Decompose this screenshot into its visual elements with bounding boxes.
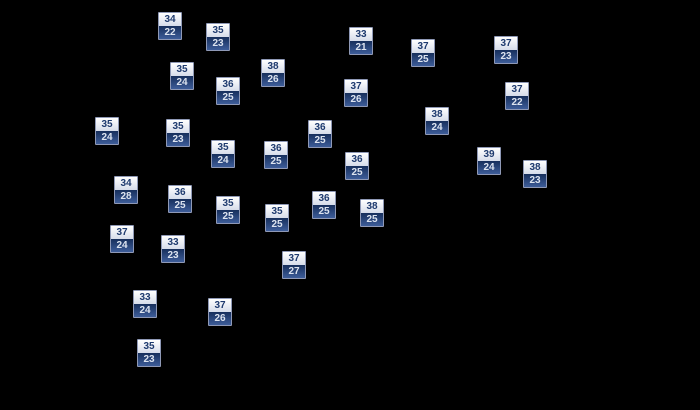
- temperature-station-label[interactable]: 33 23: [161, 235, 185, 263]
- low-temperature-value: 23: [138, 353, 160, 366]
- temperature-station-label[interactable]: 38 23: [523, 160, 547, 188]
- temperature-station-label[interactable]: 35 23: [166, 119, 190, 147]
- temperature-station-label[interactable]: 36 25: [345, 152, 369, 180]
- low-temperature-value: 25: [169, 199, 191, 212]
- high-temperature-value: 37: [506, 83, 528, 96]
- low-temperature-value: 23: [162, 249, 184, 262]
- low-temperature-value: 26: [345, 93, 367, 106]
- low-temperature-value: 24: [212, 154, 234, 167]
- low-temperature-value: 25: [313, 205, 335, 218]
- high-temperature-value: 36: [217, 78, 239, 91]
- temperature-station-label[interactable]: 37 26: [344, 79, 368, 107]
- low-temperature-value: 25: [217, 210, 239, 223]
- temperature-station-label[interactable]: 37 24: [110, 225, 134, 253]
- low-temperature-value: 22: [506, 96, 528, 109]
- low-temperature-value: 25: [309, 134, 331, 147]
- high-temperature-value: 36: [265, 142, 287, 155]
- high-temperature-value: 36: [346, 153, 368, 166]
- high-temperature-value: 34: [159, 13, 181, 26]
- high-temperature-value: 37: [283, 252, 305, 265]
- low-temperature-value: 23: [167, 133, 189, 146]
- low-temperature-value: 26: [209, 312, 231, 325]
- low-temperature-value: 24: [478, 161, 500, 174]
- high-temperature-value: 33: [162, 236, 184, 249]
- high-temperature-value: 36: [169, 186, 191, 199]
- high-temperature-value: 37: [412, 40, 434, 53]
- temperature-station-label[interactable]: 36 25: [168, 185, 192, 213]
- low-temperature-value: 25: [266, 218, 288, 231]
- high-temperature-value: 33: [134, 291, 156, 304]
- high-temperature-value: 35: [167, 120, 189, 133]
- high-temperature-value: 34: [115, 177, 137, 190]
- temperature-station-label[interactable]: 37 26: [208, 298, 232, 326]
- temperature-station-label[interactable]: 35 24: [95, 117, 119, 145]
- low-temperature-value: 23: [495, 50, 517, 63]
- high-temperature-value: 39: [478, 148, 500, 161]
- low-temperature-value: 22: [159, 26, 181, 39]
- low-temperature-value: 27: [283, 265, 305, 278]
- temperature-station-label[interactable]: 36 25: [312, 191, 336, 219]
- temperature-station-label[interactable]: 38 24: [425, 107, 449, 135]
- high-temperature-value: 38: [524, 161, 546, 174]
- temperature-station-label[interactable]: 35 23: [137, 339, 161, 367]
- high-temperature-value: 38: [426, 108, 448, 121]
- temperature-station-label[interactable]: 38 25: [360, 199, 384, 227]
- high-temperature-value: 35: [212, 141, 234, 154]
- temperature-station-label[interactable]: 35 25: [216, 196, 240, 224]
- temperature-station-label[interactable]: 37 27: [282, 251, 306, 279]
- low-temperature-value: 24: [134, 304, 156, 317]
- high-temperature-value: 37: [345, 80, 367, 93]
- high-temperature-value: 35: [207, 24, 229, 37]
- temperature-station-label[interactable]: 35 24: [211, 140, 235, 168]
- temperature-station-label[interactable]: 37 25: [411, 39, 435, 67]
- low-temperature-value: 21: [350, 41, 372, 54]
- high-temperature-value: 38: [361, 200, 383, 213]
- temperature-station-label[interactable]: 35 23: [206, 23, 230, 51]
- temperature-station-label[interactable]: 39 24: [477, 147, 501, 175]
- high-temperature-value: 35: [138, 340, 160, 353]
- temperature-station-label[interactable]: 36 25: [216, 77, 240, 105]
- low-temperature-value: 23: [207, 37, 229, 50]
- low-temperature-value: 25: [412, 53, 434, 66]
- high-temperature-value: 38: [262, 60, 284, 73]
- high-temperature-value: 37: [495, 37, 517, 50]
- temperature-station-label[interactable]: 35 25: [265, 204, 289, 232]
- temperature-station-label[interactable]: 33 21: [349, 27, 373, 55]
- temperature-station-label[interactable]: 33 24: [133, 290, 157, 318]
- high-temperature-value: 33: [350, 28, 372, 41]
- low-temperature-value: 28: [115, 190, 137, 203]
- high-temperature-value: 37: [209, 299, 231, 312]
- temperature-station-label[interactable]: 38 26: [261, 59, 285, 87]
- temperature-station-label[interactable]: 34 22: [158, 12, 182, 40]
- high-temperature-value: 36: [309, 121, 331, 134]
- high-temperature-value: 35: [217, 197, 239, 210]
- temperature-station-label[interactable]: 36 25: [264, 141, 288, 169]
- temperature-station-label[interactable]: 35 24: [170, 62, 194, 90]
- low-temperature-value: 24: [171, 76, 193, 89]
- low-temperature-value: 25: [217, 91, 239, 104]
- high-temperature-value: 35: [171, 63, 193, 76]
- low-temperature-value: 24: [96, 131, 118, 144]
- temperature-station-label[interactable]: 34 28: [114, 176, 138, 204]
- low-temperature-value: 23: [524, 174, 546, 187]
- high-temperature-value: 36: [313, 192, 335, 205]
- temperature-station-label[interactable]: 36 25: [308, 120, 332, 148]
- low-temperature-value: 25: [346, 166, 368, 179]
- high-temperature-value: 37: [111, 226, 133, 239]
- low-temperature-value: 24: [111, 239, 133, 252]
- temperature-station-label[interactable]: 37 22: [505, 82, 529, 110]
- high-temperature-value: 35: [96, 118, 118, 131]
- low-temperature-value: 24: [426, 121, 448, 134]
- low-temperature-value: 25: [265, 155, 287, 168]
- high-temperature-value: 35: [266, 205, 288, 218]
- low-temperature-value: 26: [262, 73, 284, 86]
- low-temperature-value: 25: [361, 213, 383, 226]
- temperature-station-label[interactable]: 37 23: [494, 36, 518, 64]
